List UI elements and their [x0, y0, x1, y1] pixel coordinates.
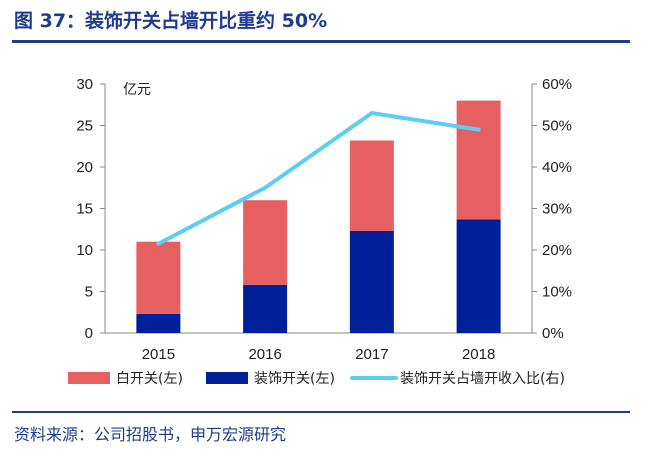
legend-white-switch-label: 白开关(左) [116, 371, 183, 387]
ratio-point [156, 242, 160, 246]
bar-white-switch [243, 200, 288, 285]
chart: 0 5 10 15 20 25 30 0% 10% 20% 30% 40% 50% 60% 亿元 201… [68, 76, 572, 387]
right-tick-label: 30% [542, 201, 572, 218]
right-tick-label: 0% [542, 325, 564, 342]
left-axis-unit: 亿元 [123, 82, 151, 98]
bar-white-switch [349, 140, 394, 231]
right-tick-label: 20% [542, 242, 572, 259]
x-tick-label: 2015 [142, 346, 175, 363]
right-tick-label: 40% [542, 159, 572, 176]
legend-decor-switch-label: 装饰开关(左) [254, 371, 335, 387]
x-tick-label: 2018 [462, 346, 495, 363]
left-tick-label: 10 [76, 242, 93, 259]
left-tick-label: 15 [76, 201, 93, 218]
x-tick-label: 2017 [355, 346, 388, 363]
figure-title: 图 37：装饰开关占墙开比重约 50% [14, 10, 328, 32]
left-tick-label: 25 [76, 118, 93, 135]
left-tick-label: 20 [76, 159, 93, 176]
x-tick-label: 2016 [248, 346, 281, 363]
bar-decor-switch [243, 284, 288, 333]
ratio-point [370, 111, 374, 115]
legend-white-switch-swatch [68, 372, 110, 384]
bar-decor-switch [456, 219, 501, 333]
ratio-point [263, 186, 267, 190]
right-tick-label: 50% [542, 118, 572, 135]
right-tick-label: 60% [542, 76, 572, 93]
bar-white-switch [136, 241, 181, 314]
legend-decor-switch-swatch [206, 372, 248, 384]
source-note: 资料来源：公司招股书，申万宏源研究 [14, 425, 287, 444]
source-rule [12, 411, 630, 413]
bar-decor-switch [136, 313, 181, 333]
bar-white-switch [456, 100, 501, 220]
legend-ratio-line-label: 装饰开关占墙开收入比(右) [400, 371, 565, 387]
ratio-line [156, 111, 481, 246]
title-rule [12, 40, 630, 43]
right-tick-label: 10% [542, 284, 572, 301]
left-tick-label: 30 [76, 76, 93, 93]
bar-decor-switch [349, 230, 394, 333]
left-tick-label: 5 [85, 284, 93, 301]
left-tick-label: 0 [85, 325, 93, 342]
ratio-point [477, 128, 481, 132]
